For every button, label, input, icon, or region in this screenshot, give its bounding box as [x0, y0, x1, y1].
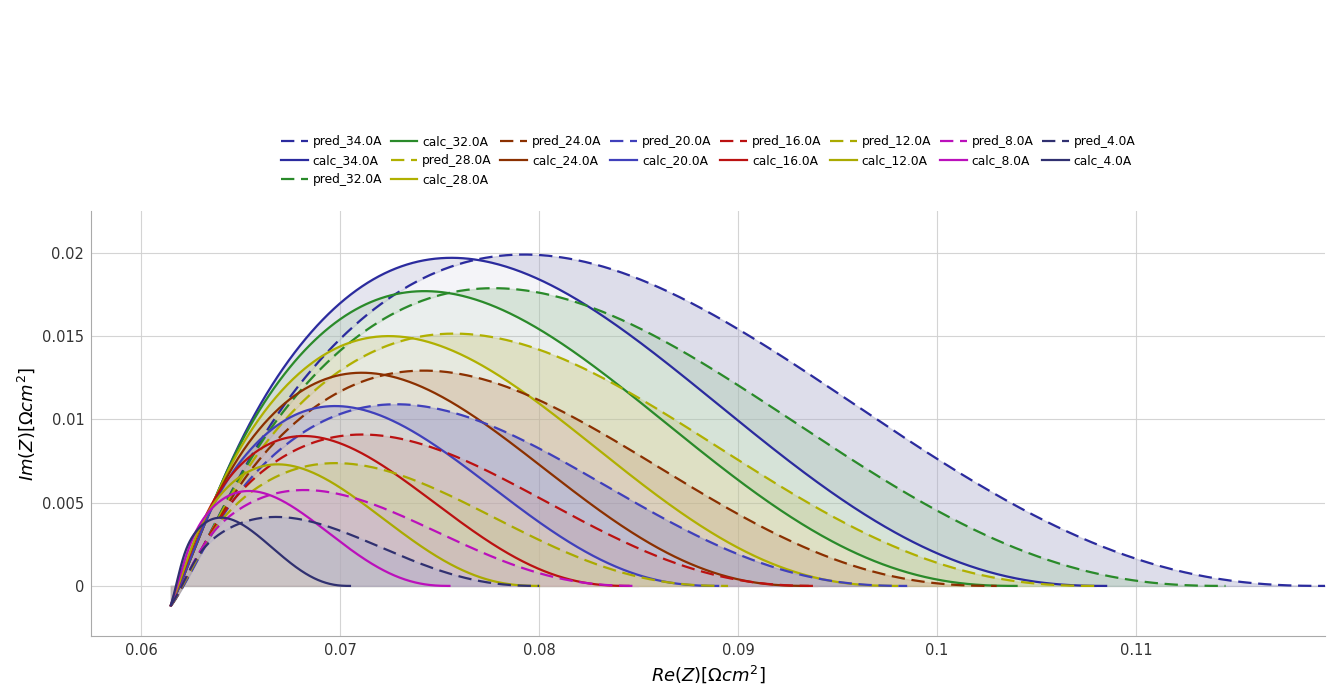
Legend: pred_34.0A, calc_34.0A, pred_32.0A, calc_32.0A, pred_28.0A, calc_28.0A, pred_24.: pred_34.0A, calc_34.0A, pred_32.0A, calc… — [279, 132, 1138, 188]
X-axis label: $Re(Z)[\Omega cm^2]$: $Re(Z)[\Omega cm^2]$ — [651, 664, 765, 685]
Y-axis label: $Im(Z)[\Omega cm^2]$: $Im(Z)[\Omega cm^2]$ — [15, 366, 36, 481]
